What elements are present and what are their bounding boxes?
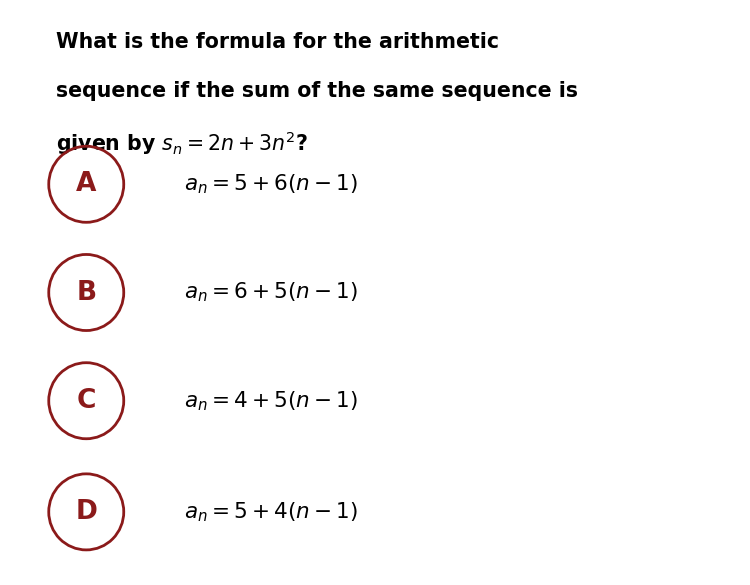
Text: $a_n = 4 + 5(n - 1)$: $a_n = 4 + 5(n - 1)$	[184, 389, 358, 412]
Text: $a_n = 6 + 5(n - 1)$: $a_n = 6 + 5(n - 1)$	[184, 281, 358, 304]
Text: given by $s_n = 2n + 3n^2$?: given by $s_n = 2n + 3n^2$?	[56, 129, 308, 157]
Text: D: D	[75, 499, 98, 525]
Text: C: C	[76, 388, 96, 414]
Text: B: B	[76, 280, 96, 305]
Text: $a_n = 5 + 6(n - 1)$: $a_n = 5 + 6(n - 1)$	[184, 173, 358, 196]
Text: sequence if the sum of the same sequence is: sequence if the sum of the same sequence…	[56, 81, 578, 101]
Text: $a_n = 5 + 4(n - 1)$: $a_n = 5 + 4(n - 1)$	[184, 500, 358, 524]
Text: A: A	[76, 171, 97, 197]
Text: What is the formula for the arithmetic: What is the formula for the arithmetic	[56, 32, 500, 52]
